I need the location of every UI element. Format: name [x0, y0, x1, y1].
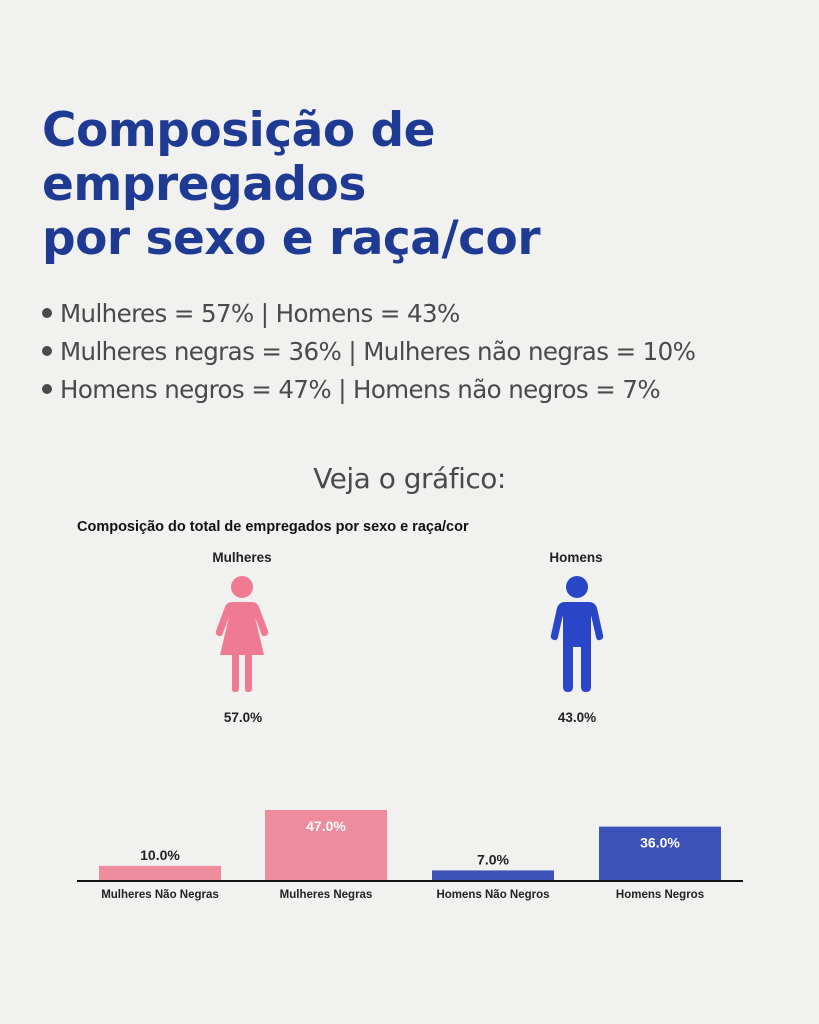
- page-title: Composição de empregados por sexo e raça…: [42, 104, 782, 266]
- summary-list: Mulheres = 57% | Homens = 43% Mulheres n…: [42, 295, 696, 409]
- chart-title: Composição do total de empregados por se…: [77, 519, 469, 535]
- list-item-text: Mulheres = 57% | Homens = 43%: [60, 299, 460, 328]
- data-label: 7.0%: [477, 851, 509, 867]
- bullet-icon: [42, 308, 52, 318]
- list-item: Homens negros = 47% | Homens não negros …: [42, 371, 695, 409]
- man-icon: [550, 576, 604, 692]
- bar: [265, 810, 387, 881]
- data-label: 47.0%: [306, 818, 346, 834]
- bar: [599, 826, 721, 881]
- woman-icon: [215, 576, 269, 692]
- women-percent-label: 57.0%: [223, 710, 263, 725]
- title-line: por sexo e raça/cor: [42, 211, 541, 266]
- bar: [432, 870, 554, 881]
- women-group-label: Mulheres: [212, 550, 272, 565]
- list-item-text: Homens negros = 47% | Homens não negros …: [60, 375, 661, 404]
- bullet-icon: [42, 346, 52, 356]
- cta-text: Veja o gráfico:: [313, 462, 506, 495]
- data-label: 36.0%: [640, 835, 680, 851]
- x-tick-label: Homens Não Negros: [436, 889, 549, 901]
- list-item-text: Mulheres negras = 36% | Mulheres não neg…: [60, 337, 696, 366]
- bar: [99, 865, 221, 881]
- title-line: Composição de: [42, 103, 436, 158]
- title-line: empregados: [42, 157, 366, 212]
- x-tick-label: Mulheres Negras: [280, 889, 373, 901]
- list-item: Mulheres = 57% | Homens = 43%: [42, 295, 695, 333]
- x-tick-label: Mulheres Não Negras: [101, 889, 219, 901]
- men-percent-label: 43.0%: [557, 710, 597, 725]
- bullet-icon: [42, 384, 52, 394]
- list-item: Mulheres negras = 36% | Mulheres não neg…: [42, 333, 696, 371]
- men-group-label: Homens: [549, 550, 603, 565]
- x-tick-label: Homens Negros: [616, 889, 704, 901]
- data-label: 10.0%: [140, 847, 180, 863]
